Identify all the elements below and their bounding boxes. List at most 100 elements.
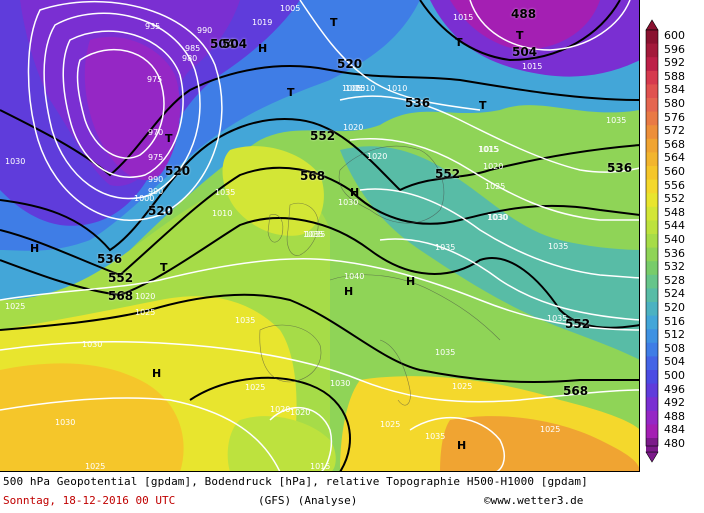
low-pressure-marker: T: [455, 36, 463, 49]
geopotential-label: 536: [607, 161, 633, 175]
pressure-label: 980: [182, 54, 198, 63]
legend-swatch: [646, 315, 658, 330]
legend-level-label: 552: [664, 192, 685, 206]
pressure-label: 1030: [488, 213, 509, 222]
legend-level-label: 540: [664, 233, 685, 246]
legend-swatch: [646, 397, 658, 412]
high-pressure-marker: H: [30, 242, 40, 255]
legend-swatch: [646, 247, 658, 262]
legend-level-label: 524: [664, 287, 685, 301]
legend-swatch: [646, 70, 658, 85]
pressure-label: 975: [148, 153, 164, 162]
legend-swatch: [646, 220, 658, 235]
legend-level-label: 504: [664, 355, 685, 369]
legend-level-label: 564: [664, 151, 685, 165]
legend-level-label: 496: [664, 382, 685, 396]
pressure-label: 1025: [135, 308, 156, 317]
pressure-label: 1020: [135, 292, 156, 301]
legend-level-label: 544: [664, 219, 685, 233]
pressure-label: 1025: [245, 383, 266, 392]
pressure-label: 1030: [330, 379, 351, 388]
legend-level-label: 584: [664, 83, 685, 97]
pressure-label: 1005: [345, 84, 366, 93]
high-pressure-marker: H: [344, 285, 354, 298]
geopotential-label: 504: [222, 37, 248, 51]
pressure-label: 1000: [134, 194, 155, 203]
legend-swatch: [646, 111, 658, 126]
pressure-label: 1035: [435, 243, 456, 252]
low-pressure-marker: T: [516, 29, 524, 42]
pressure-label: 990: [148, 187, 164, 196]
pressure-label: 1035: [215, 188, 236, 197]
legend-level-label: 492: [664, 396, 685, 410]
high-pressure-marker: H: [258, 42, 268, 55]
geopotential-label: 568: [300, 169, 326, 183]
legend-swatch: [646, 438, 658, 453]
geopotential-label: 504: [512, 45, 538, 59]
pressure-label: 1015: [479, 145, 500, 154]
geopotential-label: 536: [97, 252, 123, 266]
legend-swatch: [646, 193, 658, 208]
high-pressure-marker: H: [350, 186, 360, 199]
legend-swatch: [646, 261, 658, 276]
pressure-label: 1020: [270, 405, 291, 414]
isobar-contours: [0, 0, 639, 471]
pressure-label: 985: [185, 44, 201, 53]
geopotential-label: 520: [337, 57, 363, 71]
pressure-label: 1020: [343, 123, 364, 132]
pressure-label: 1030: [338, 198, 359, 207]
legend-level-label: 520: [664, 301, 685, 314]
pressure-label: 1040: [344, 272, 365, 281]
pressure-label: 1015: [453, 13, 474, 22]
legend-level-label: 592: [664, 56, 685, 70]
pressure-label: 1019: [252, 18, 273, 27]
legend-level-label: 588: [664, 69, 685, 83]
pressure-label: 990: [197, 26, 213, 35]
legend-level-label: 576: [664, 110, 685, 124]
legend-swatch: [646, 370, 658, 385]
legend-swatch: [646, 288, 658, 303]
pressure-label: 1035: [425, 432, 446, 441]
geopotential-label: 536: [405, 96, 431, 110]
legend-swatch: [646, 98, 658, 113]
low-pressure-marker: T: [160, 261, 168, 274]
pressure-label: 1035: [606, 116, 627, 125]
legend-swatch: [646, 342, 658, 357]
legend-level-label: 560: [664, 165, 685, 178]
pressure-label: 1005: [280, 4, 301, 13]
legend-swatch: [646, 383, 658, 398]
legend-level-label: 532: [664, 260, 685, 274]
legend-swatch: [646, 138, 658, 153]
legend-level-label: 580: [664, 97, 685, 110]
geopotential-label: 520: [148, 204, 174, 218]
color-legend: 600 596 592 588 584 580 576 572 568 564 560 556 552 5…: [640, 0, 704, 472]
legend-level-label: 556: [664, 178, 685, 192]
legend-swatch: [646, 30, 658, 45]
caption-model: (GFS) (Analyse): [258, 494, 358, 507]
coastlines: [259, 145, 501, 406]
geopotential-label: 568: [563, 384, 589, 398]
map-caption: 500 hPa Geopotential [gpdam], Bodendruck…: [0, 472, 704, 513]
legend-swatch: [646, 410, 658, 425]
region-green-med: [227, 416, 336, 471]
pressure-label: 1025: [380, 420, 401, 429]
pressure-label: 990: [148, 175, 164, 184]
pressure-label: 1025: [540, 425, 561, 434]
pressure-label: 1020: [367, 152, 388, 161]
legend-level-label: 596: [664, 42, 685, 56]
pressure-label: 1015: [310, 462, 331, 471]
pressure-label: 1030: [82, 340, 103, 349]
legend-swatch: [646, 329, 658, 344]
high-pressure-marker: H: [457, 439, 467, 452]
legend-level-label: 484: [664, 423, 685, 437]
pressure-label: 1025: [5, 302, 26, 311]
legend-level-label: 488: [664, 409, 685, 423]
pressure-label: 1030: [487, 213, 508, 222]
low-pressure-marker: T: [330, 16, 338, 29]
legend-swatch: [646, 152, 658, 167]
region-teal: [340, 146, 639, 360]
pressure-label: 975: [147, 75, 163, 84]
legend-border: [645, 29, 659, 447]
region-magenta-ne: [450, 0, 600, 50]
geopotential-label: 552: [565, 317, 591, 331]
